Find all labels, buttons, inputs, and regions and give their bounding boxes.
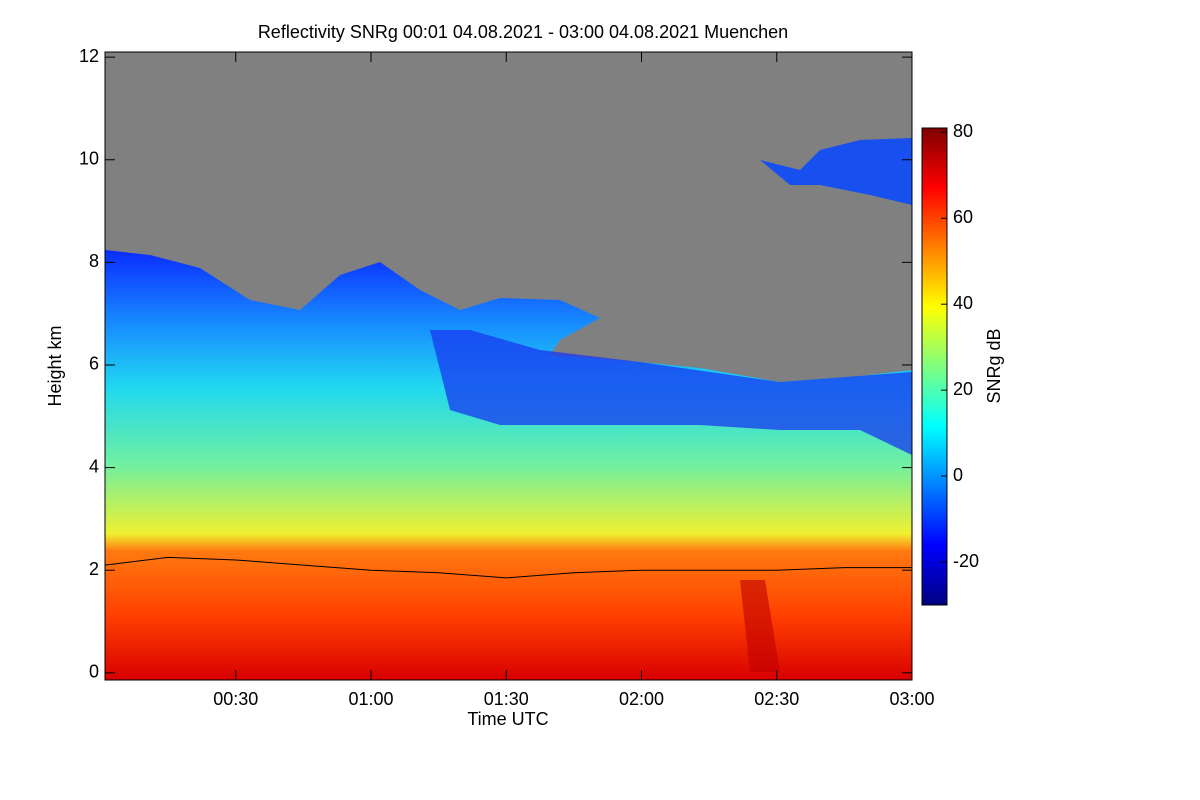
- colorbar-tick-label: 80: [953, 121, 973, 141]
- boundary-line: [104, 556, 912, 579]
- chart-title: Reflectivity SNRg 00:01 04.08.2021 - 03:…: [258, 22, 788, 42]
- y-tick-label: 10: [79, 148, 99, 168]
- colorbar-tick-label: 20: [953, 379, 973, 399]
- colorbar-tick-label: -20: [953, 551, 979, 571]
- colorbar-title: SNRg dB: [984, 328, 1004, 403]
- x-tick-label: 01:30: [484, 689, 529, 709]
- x-tick-label: 03:00: [889, 689, 934, 709]
- x-tick-label: 01:00: [348, 689, 393, 709]
- colorbar-tick-label: 60: [953, 207, 973, 227]
- y-tick-label: 0: [89, 662, 99, 682]
- y-tick-label: 2: [89, 559, 99, 579]
- field: [105, 52, 912, 680]
- y-tick-label: 12: [79, 46, 99, 66]
- x-tick-label: 02:30: [754, 689, 799, 709]
- y-axis-title: Height km: [45, 325, 65, 406]
- x-tick-label: 00:30: [213, 689, 258, 709]
- colorbar-tick-label: 0: [953, 465, 963, 485]
- y-tick-label: 6: [89, 354, 99, 374]
- x-tick-label: 02:00: [619, 689, 664, 709]
- x-axis-title: Time UTC: [467, 709, 548, 729]
- y-tick-label: 8: [89, 251, 99, 271]
- y-tick-label: 4: [89, 456, 99, 476]
- colorbar-tick-label: 40: [953, 293, 973, 313]
- colorbar: [921, 127, 948, 606]
- plot-frame: [104, 51, 913, 681]
